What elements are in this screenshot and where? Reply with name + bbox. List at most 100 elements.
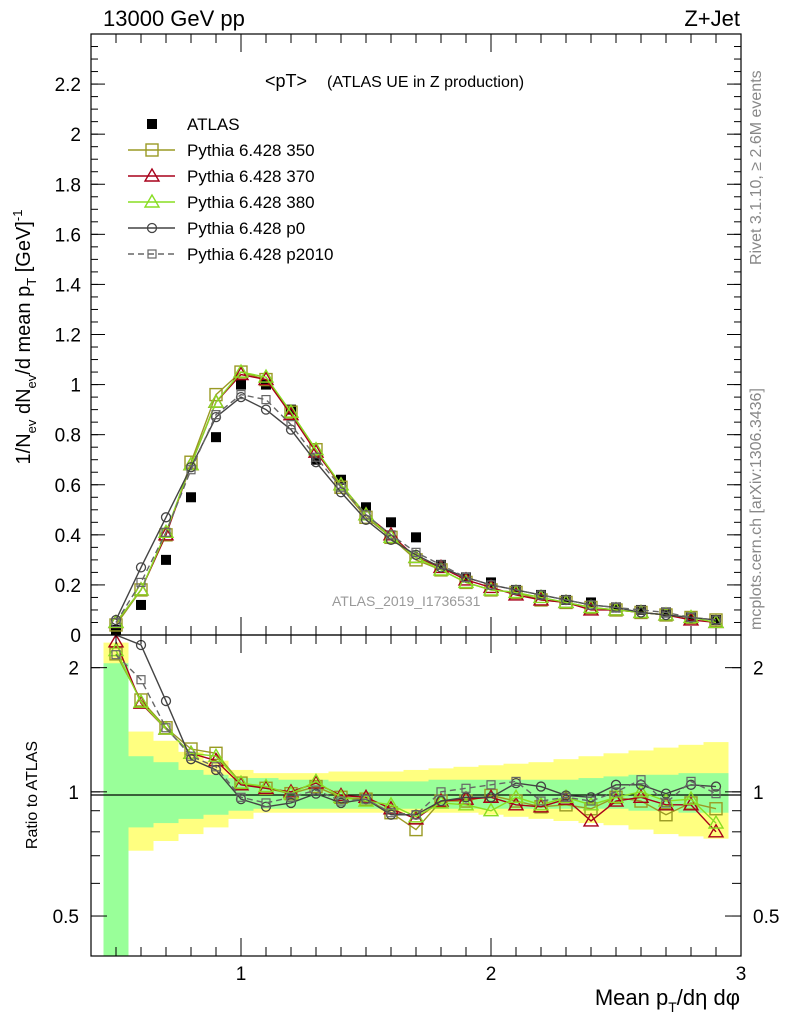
main-point-atlas	[286, 404, 296, 415]
ratio-point-pythia-6-428-p2010	[436, 787, 446, 797]
main-point-atlas	[136, 599, 146, 610]
ratio-y-axis-label: Ratio to ATLAS	[24, 741, 41, 849]
legend-marker-atlas	[147, 119, 157, 129]
main-line-pythia-6-428-350	[115, 371, 717, 626]
ratio-point-pythia-6-428-p2010	[561, 792, 571, 802]
main-y-tick-label: 2	[70, 125, 81, 146]
main-point-pythia-6-428-p2010	[586, 600, 596, 610]
ratio-point-pythia-6-428-p2010	[536, 796, 546, 806]
ratio-point-pythia-6-428-p2010	[586, 796, 596, 806]
ratio-point-pythia-6-428-370	[582, 812, 600, 827]
legend-marker-pythia-6-428-380	[143, 193, 161, 208]
ratio-point-pythia-6-428-380	[132, 693, 150, 708]
analysis-watermark: ATLAS_2019_I1736531	[332, 593, 481, 609]
ratio-band-green-bin	[128, 756, 154, 828]
ratio-point-pythia-6-428-380	[482, 802, 500, 817]
main-point-pythia-6-428-380	[132, 581, 150, 596]
plot-title: <pT>	[265, 71, 307, 91]
ratio-point-pythia-6-428-p2010	[386, 808, 396, 818]
main-y-tick-label: 2.2	[55, 75, 81, 96]
ratio-point-pythia-6-428-p2010	[461, 783, 471, 793]
x-tick-label: 3	[736, 964, 747, 985]
x-tick-label: 2	[486, 964, 497, 985]
main-point-pythia-6-428-p2010	[336, 482, 346, 492]
main-point-pythia-6-428-p0	[260, 404, 272, 415]
main-point-pythia-6-428-p2010	[636, 605, 646, 615]
main-point-pythia-6-428-380	[257, 368, 275, 383]
main-point-pythia-6-428-p2010	[686, 612, 696, 623]
ratio-y-tick-label-right: 0.5	[753, 907, 779, 928]
main-point-pythia-6-428-p2010	[111, 617, 121, 628]
ratio-y-tick-label-right: 2	[753, 659, 764, 680]
ratio-point-pythia-6-428-350	[659, 808, 673, 822]
main-y-axis: 0 0.2 0.4 0.6 0.8 1 1.2 1.4 1.6 1.8 2 2.2	[55, 33, 741, 647]
ratio-y-tick-label: 1	[68, 783, 79, 804]
ratio-point-pythia-6-428-380	[207, 747, 225, 762]
main-point-atlas	[186, 492, 196, 503]
ratio-point-pythia-6-428-p0	[285, 797, 297, 809]
main-point-pythia-6-428-p2010	[511, 585, 521, 595]
main-point-pythia-6-428-p2010	[236, 390, 246, 400]
header-left: 13000 GeV pp	[103, 6, 245, 31]
main-point-pythia-6-428-370	[282, 406, 300, 421]
ratio-point-pythia-6-428-p2010	[261, 798, 271, 808]
main-point-pythia-6-428-p2010	[186, 465, 196, 475]
ratio-point-pythia-6-428-p2010	[136, 675, 146, 685]
ratio-point-pythia-6-428-370	[532, 798, 550, 813]
main-point-atlas	[411, 532, 421, 543]
main-point-atlas	[236, 379, 246, 390]
main-point-pythia-6-428-p2010	[311, 452, 321, 462]
ratio-y-tick-label: 2	[68, 659, 79, 680]
main-series-group	[107, 363, 725, 635]
main-point-pythia-6-428-p0	[135, 562, 147, 573]
ratio-point-pythia-6-428-p0	[160, 695, 172, 707]
mcplots-label: mcplots.cern.ch [arXiv:1306.3436]	[748, 388, 765, 630]
ratio-y-tick-label: 0.5	[53, 907, 79, 928]
main-point-pythia-6-428-p2010	[161, 527, 171, 537]
main-y-tick-label: 1	[70, 376, 81, 397]
main-point-pythia-6-428-p2010	[711, 615, 721, 625]
main-y-tick-label: 1.8	[55, 175, 81, 196]
main-point-atlas	[336, 474, 346, 485]
ratio-point-pythia-6-428-p2010	[111, 650, 121, 660]
ratio-point-pythia-6-428-p2010	[711, 789, 721, 799]
ratio-point-pythia-6-428-p2010	[236, 792, 246, 802]
ratio-series-group	[107, 633, 725, 838]
header-right: Z+Jet	[684, 6, 740, 31]
main-point-pythia-6-428-p2010	[411, 547, 421, 557]
x-tick-label: 1	[236, 964, 247, 985]
legend-marker-pythia-6-428-p0	[146, 222, 158, 234]
ratio-point-pythia-6-428-380	[682, 790, 700, 805]
main-point-atlas	[161, 554, 171, 565]
legend-marker-pythia-6-428-370	[143, 167, 161, 182]
main-point-pythia-6-428-370	[257, 371, 275, 386]
ratio-band-green-bin	[103, 663, 129, 956]
legend-label-atlas: ATLAS	[187, 115, 240, 134]
ratio-point-pythia-6-428-350	[209, 746, 223, 761]
ratio-point-pythia-6-428-p0	[485, 792, 497, 803]
ratio-point-pythia-6-428-370	[382, 800, 400, 815]
ratio-point-pythia-6-428-p0	[535, 781, 547, 792]
main-point-pythia-6-428-p2010	[136, 577, 146, 588]
ratio-point-pythia-6-428-p2010	[636, 775, 646, 785]
ratio-point-pythia-6-428-p2010	[511, 776, 521, 787]
rivet-version-label: Rivet 3.1.10, ≥ 2.6M events	[748, 70, 765, 265]
legend-label-pythia-6-428-380: Pythia 6.428 380	[187, 193, 315, 212]
main-point-pythia-6-428-380	[232, 363, 250, 378]
ratio-point-pythia-6-428-380	[432, 794, 450, 809]
main-point-pythia-6-428-p2010	[661, 607, 671, 618]
ratio-x-axis: 1 2 3	[90, 635, 747, 985]
ratio-y-tick-label-right: 1	[753, 783, 764, 804]
main-point-pythia-6-428-p2010	[261, 395, 271, 405]
main-y-tick-label: 1.6	[55, 225, 81, 246]
ratio-band-green-bin	[153, 762, 179, 824]
ratio-point-pythia-6-428-p2010	[186, 751, 196, 761]
ratio-point-pythia-6-428-380	[457, 796, 475, 811]
main-y-tick-label: 0.6	[55, 476, 81, 497]
main-point-pythia-6-428-380	[282, 403, 300, 418]
legend-marker-pythia-6-428-350	[145, 143, 159, 157]
ratio-point-pythia-6-428-p2010	[211, 762, 221, 772]
main-point-pythia-6-428-380	[207, 393, 225, 408]
ratio-line-pythia-6-428-p2010	[115, 654, 717, 816]
main-point-pythia-6-428-p2010	[611, 602, 621, 613]
